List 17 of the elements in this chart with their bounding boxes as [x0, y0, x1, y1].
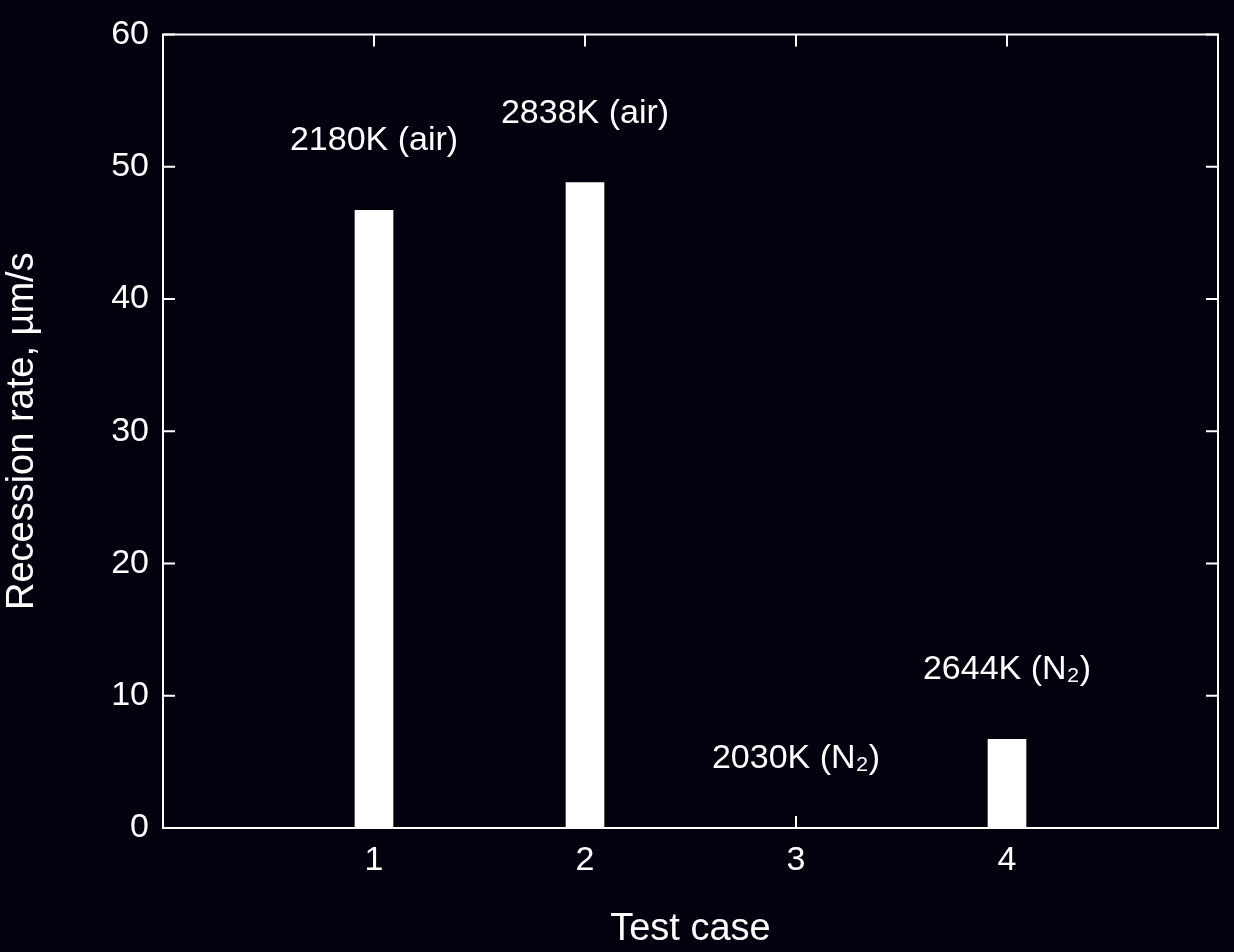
annotation: 2030K (N₂) [711, 737, 881, 775]
x-tick-label: 3 [786, 838, 806, 877]
x-tick-label: 4 [997, 838, 1017, 877]
y-tick-label: 30 [111, 409, 149, 448]
y-axis-title: Recession rate, µm/s [0, 252, 42, 611]
x-tick-label: 2 [575, 838, 595, 877]
x-tick-label: 1 [364, 838, 384, 877]
y-tick-label: 20 [111, 541, 149, 580]
y-tick-label: 60 [111, 12, 149, 51]
x-axis-title: Test case [610, 905, 771, 948]
y-tick-label: 10 [111, 674, 149, 713]
annotation: 2838K (air) [500, 91, 670, 130]
annotation: 2180K (air) [289, 119, 459, 158]
y-tick-label: 40 [111, 277, 149, 316]
y-tick-label: 50 [111, 145, 149, 184]
y-tick-label: 0 [130, 806, 149, 845]
annotation: 2644K (N₂) [922, 648, 1092, 687]
